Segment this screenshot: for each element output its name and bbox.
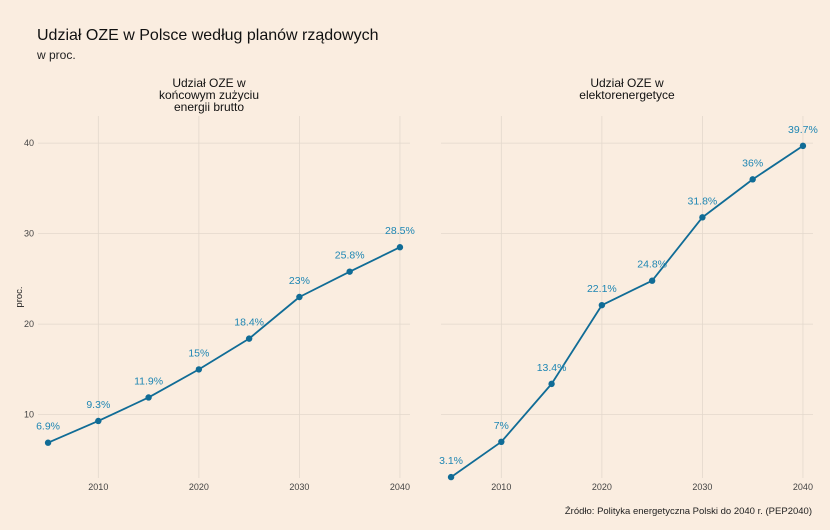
chart-subtitle: w proc. bbox=[37, 48, 76, 62]
data-label: 13.4% bbox=[537, 362, 567, 374]
data-label: 11.9% bbox=[134, 375, 163, 387]
data-label: 22.1% bbox=[587, 283, 617, 295]
series-line bbox=[47, 246, 401, 444]
x-tick-label: 2030 bbox=[692, 482, 712, 492]
data-label: 24.8% bbox=[637, 259, 667, 271]
data-point bbox=[44, 439, 52, 446]
data-point bbox=[95, 417, 102, 425]
y-axis-title: proc. bbox=[14, 286, 25, 307]
x-tick-label: 2040 bbox=[793, 482, 813, 492]
x-tick-label: 2020 bbox=[189, 482, 209, 492]
data-label: 3.1% bbox=[439, 455, 463, 467]
data-label: 9.3% bbox=[86, 399, 110, 411]
data-label: 23% bbox=[289, 275, 310, 287]
data-point bbox=[396, 244, 404, 251]
data-point bbox=[498, 438, 505, 445]
data-point bbox=[195, 366, 203, 373]
y-tick-label: 40 bbox=[24, 138, 34, 148]
data-point bbox=[548, 380, 555, 388]
data-label: 6.9% bbox=[36, 421, 60, 433]
series-line bbox=[450, 145, 804, 478]
panel-title-line: elektorenergetyce bbox=[579, 88, 675, 102]
data-point bbox=[145, 394, 152, 401]
y-tick-label: 30 bbox=[24, 229, 34, 239]
data-point bbox=[296, 293, 303, 301]
data-label: 36% bbox=[742, 157, 763, 169]
data-label: 28.5% bbox=[385, 225, 415, 237]
data-label: 15% bbox=[188, 347, 209, 359]
x-tick-label: 2010 bbox=[88, 482, 108, 492]
chart-title: Udział OZE w Polsce według planów rządow… bbox=[37, 27, 379, 44]
data-point bbox=[245, 335, 253, 342]
x-tick-label: 2030 bbox=[289, 482, 309, 492]
data-label: 39.7% bbox=[788, 124, 818, 136]
data-point bbox=[699, 214, 706, 221]
source-note: Źródło: Polityka energetyczna Polski do … bbox=[564, 506, 812, 517]
panel-title-line: energii brutto bbox=[174, 100, 244, 114]
panel-title-line: Udział OZE w bbox=[172, 76, 246, 90]
x-tick-label: 2010 bbox=[491, 482, 511, 492]
x-tick-label: 2040 bbox=[390, 482, 410, 492]
panel-title-line: końcowym zużyciu bbox=[159, 88, 259, 102]
data-point bbox=[447, 473, 455, 481]
data-label: 7% bbox=[494, 420, 509, 432]
data-label: 25.8% bbox=[335, 250, 365, 262]
data-point bbox=[799, 142, 807, 150]
data-point bbox=[749, 176, 756, 183]
data-label: 18.4% bbox=[234, 317, 264, 329]
x-tick-label: 2020 bbox=[592, 482, 612, 492]
data-point bbox=[346, 268, 353, 275]
data-label: 31.8% bbox=[688, 195, 718, 207]
data-point bbox=[598, 301, 606, 309]
y-tick-label: 20 bbox=[24, 319, 34, 329]
y-tick-label: 10 bbox=[24, 410, 34, 420]
panel-title-line: Udział OZE w bbox=[590, 76, 664, 90]
data-point bbox=[648, 277, 656, 284]
